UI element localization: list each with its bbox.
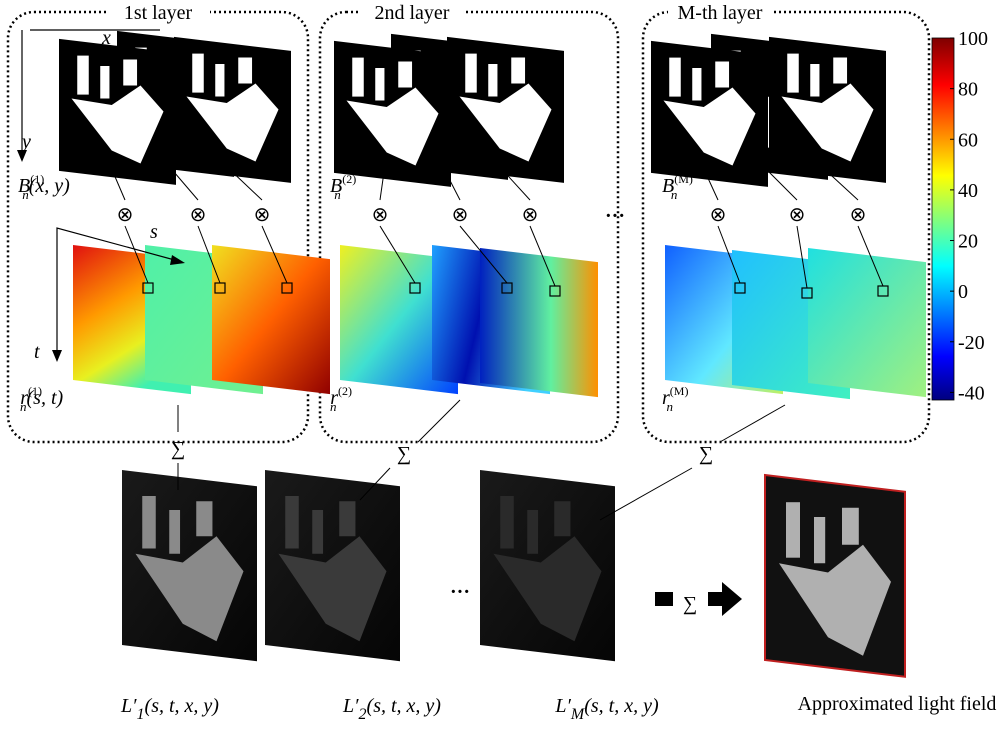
image-panel (480, 248, 598, 397)
product-symbol: ⊗ (710, 204, 727, 226)
image-content (715, 62, 729, 88)
image-content (123, 60, 137, 86)
image-content (554, 501, 570, 536)
label-sub: n (671, 187, 678, 202)
output-label: L′M(s, t, x, y) (554, 695, 659, 723)
math-label: r(2)n (330, 384, 352, 414)
label-sup: (M) (674, 172, 693, 186)
output-label: L′1(s, t, x, y) (120, 695, 219, 723)
axis-label: s (150, 221, 158, 243)
math-label: r(1)n(s, t) (20, 384, 64, 414)
image-content (511, 58, 525, 84)
image-content (192, 54, 204, 93)
image-content (465, 54, 477, 93)
axis-label: x (101, 27, 111, 49)
label-args: (s, t, x, y) (584, 695, 659, 717)
image-content (787, 54, 799, 93)
result-label: Approximated light field (798, 693, 997, 715)
label-args: (s, t, x, y) (367, 695, 442, 717)
label-base: L′ (342, 695, 359, 717)
image-panel (212, 245, 330, 394)
colorbar-tick-label: -40 (958, 382, 985, 404)
arrow (708, 582, 742, 616)
label-args: (x, y) (29, 175, 70, 197)
image-content (142, 496, 156, 549)
image-content (786, 502, 800, 558)
label-sup: (2) (342, 172, 356, 186)
image-content (77, 56, 89, 95)
image-panel (808, 248, 926, 397)
colorbar-tick-label: 60 (958, 129, 978, 151)
image-content (196, 501, 212, 536)
product-symbol: ⊗ (850, 204, 867, 226)
image-content (375, 68, 384, 101)
math-label: B(2)n (330, 172, 356, 202)
colorbar-tick-label: 100 (958, 28, 988, 50)
sum-symbol: ∑ (683, 593, 697, 615)
sum-symbol: ∑ (699, 443, 713, 465)
label-sub: 2 (359, 706, 367, 723)
image-content (215, 64, 224, 97)
arrow-tail (655, 592, 673, 606)
label-base: L′ (120, 695, 137, 717)
arrowhead (52, 350, 62, 362)
product-symbol: ⊗ (789, 204, 806, 226)
label-args: (s, t, x, y) (145, 695, 220, 717)
image-content (527, 510, 538, 554)
sum-symbol: ∑ (171, 438, 185, 460)
image-content (833, 58, 847, 84)
image-content (100, 66, 109, 99)
image-content (488, 64, 497, 97)
image-content (842, 508, 859, 545)
layer-title: 1st layer (124, 2, 193, 24)
product-symbol: ⊗ (254, 204, 271, 226)
label-base: L′ (554, 695, 571, 717)
image-content (398, 62, 412, 88)
product-symbol: ⊗ (190, 204, 207, 226)
image-content (814, 517, 825, 563)
ellipsis: ··· (450, 581, 470, 603)
image-content (169, 510, 180, 554)
colorbar-tick-label: -20 (958, 332, 985, 354)
colorbar (932, 38, 954, 400)
layer-title: M-th layer (678, 2, 763, 24)
math-label: r(M)n (662, 384, 688, 414)
product-symbol: ⊗ (117, 204, 134, 226)
figure: 1st layer 2nd layer M-th layer ⊗ ⊗ ⊗ B(1)n(x, … (0, 0, 1008, 731)
label-sup: (M) (670, 384, 689, 398)
label-sub: n (330, 399, 337, 414)
image-content (810, 64, 819, 97)
layer-title: 2nd layer (375, 2, 450, 24)
label-sup: (2) (338, 384, 352, 398)
image-content (500, 496, 514, 549)
axis-label: t (34, 341, 40, 363)
output-label: L′2(s, t, x, y) (342, 695, 441, 723)
label-sub: 1 (137, 706, 145, 723)
connector (418, 400, 460, 442)
image-content (339, 501, 355, 536)
label-args: (s, t) (27, 387, 64, 409)
product-symbol: ⊗ (522, 204, 539, 226)
image-content (285, 496, 299, 549)
image-content (312, 510, 323, 554)
colorbar-tick-label: 40 (958, 180, 978, 202)
math-label: B(1)n(x, y) (18, 172, 70, 202)
product-symbol: ⊗ (372, 204, 389, 226)
axis-label: y (20, 131, 31, 153)
colorbar-tick-label: 20 (958, 231, 978, 253)
math-label: B(M)n (662, 172, 693, 202)
label-sub: n (666, 399, 673, 414)
colorbar-tick-label: 80 (958, 79, 978, 101)
image-content (669, 58, 681, 97)
image-content (238, 58, 252, 84)
image-content (692, 68, 701, 101)
image-content (352, 58, 364, 97)
colorbar-tick-label: 0 (958, 281, 968, 303)
product-symbol: ⊗ (452, 204, 469, 226)
sum-symbol: ∑ (397, 443, 411, 465)
ellipsis: ··· (605, 205, 625, 227)
label-sub: n (334, 187, 341, 202)
connector (720, 405, 785, 442)
